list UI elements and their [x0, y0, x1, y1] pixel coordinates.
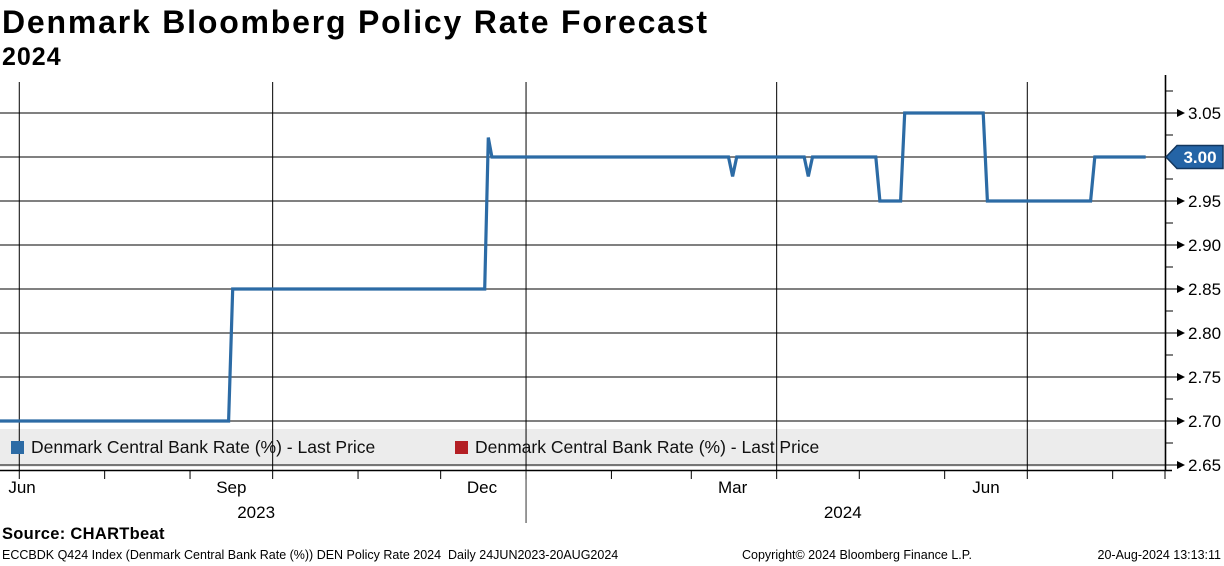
y-axis-label: 2.80	[1188, 324, 1221, 343]
x-year-label: 2023	[237, 503, 275, 522]
copyright-notice: Copyright© 2024 Bloomberg Finance L.P.	[742, 548, 972, 562]
source-label: Source: CHARTbeat	[2, 525, 165, 543]
y-tick-arrow	[1177, 241, 1185, 249]
x-month-label: Dec	[467, 478, 498, 497]
legend-swatch-icon	[11, 441, 24, 454]
y-tick-arrow	[1177, 461, 1185, 469]
y-tick-arrow	[1177, 109, 1185, 117]
x-year-label: 2024	[824, 503, 862, 522]
page-subtitle: 2024	[2, 43, 62, 71]
x-month-label: Mar	[718, 478, 748, 497]
y-axis-label: 2.65	[1188, 456, 1221, 475]
y-tick-arrow	[1177, 285, 1185, 293]
y-tick-arrow	[1177, 373, 1185, 381]
x-month-label: Sep	[216, 478, 246, 497]
legend-strip	[0, 429, 1165, 467]
legend-swatch-icon	[455, 441, 468, 454]
legend-label: Denmark Central Bank Rate (%) - Last Pri…	[31, 437, 376, 457]
y-axis-label: 3.05	[1188, 104, 1221, 123]
footer-bar: ECCBDK Q424 Index (Denmark Central Bank …	[0, 548, 1224, 566]
y-axis-label: 2.90	[1188, 236, 1221, 255]
y-tick-arrow	[1177, 197, 1185, 205]
legend-label: Denmark Central Bank Rate (%) - Last Pri…	[475, 437, 820, 457]
page-title: Denmark Bloomberg Policy Rate Forecast	[2, 4, 709, 40]
x-month-label: Jun	[972, 478, 999, 497]
last-price-value: 3.00	[1183, 148, 1216, 167]
last-price-tag	[1164, 144, 1224, 170]
y-axis-label: 2.75	[1188, 368, 1221, 387]
legend-item: Denmark Central Bank Rate (%) - Last Pri…	[11, 437, 375, 458]
y-axis-label: 2.85	[1188, 280, 1221, 299]
security-description: ECCBDK Q424 Index (Denmark Central Bank …	[2, 548, 619, 562]
timestamp: 20-Aug-2024 13:13:11	[1097, 548, 1221, 562]
y-tick-arrow	[1177, 329, 1185, 337]
y-axis-label: 2.95	[1188, 192, 1221, 211]
legend-item: Denmark Central Bank Rate (%) - Last Pri…	[455, 437, 819, 458]
y-tick-arrow	[1177, 417, 1185, 425]
rate-line	[0, 111, 1146, 423]
x-month-label: Jun	[8, 478, 35, 497]
y-axis-label: 2.70	[1188, 412, 1221, 431]
